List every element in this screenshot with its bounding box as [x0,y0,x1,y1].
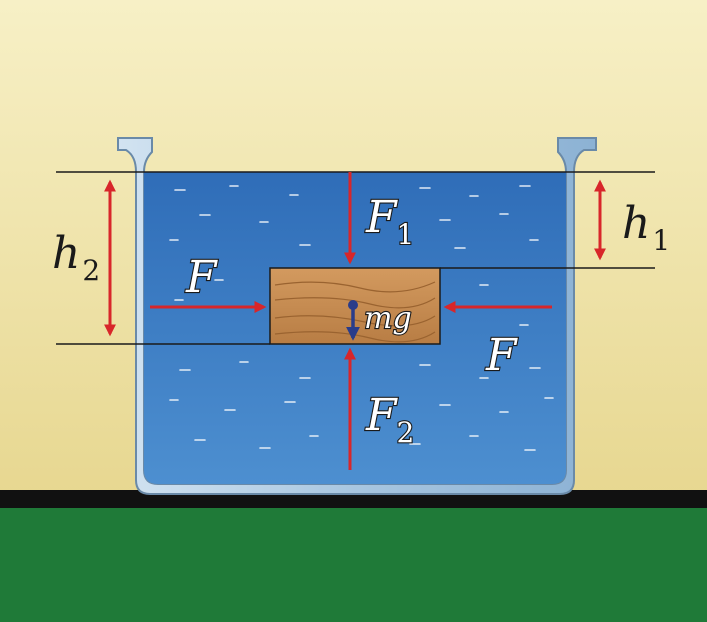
f-left-label: F [185,252,218,303]
water-ripples [169,185,554,451]
f2-label: F2 [365,390,414,449]
f1-label: F1 [365,192,414,251]
ground [0,508,707,622]
f-right-label: F [485,330,518,381]
reference-lines [56,171,655,345]
h2-label: h2 [52,228,100,287]
mg-label: mg [364,301,412,336]
h1-label: h1 [622,198,670,257]
